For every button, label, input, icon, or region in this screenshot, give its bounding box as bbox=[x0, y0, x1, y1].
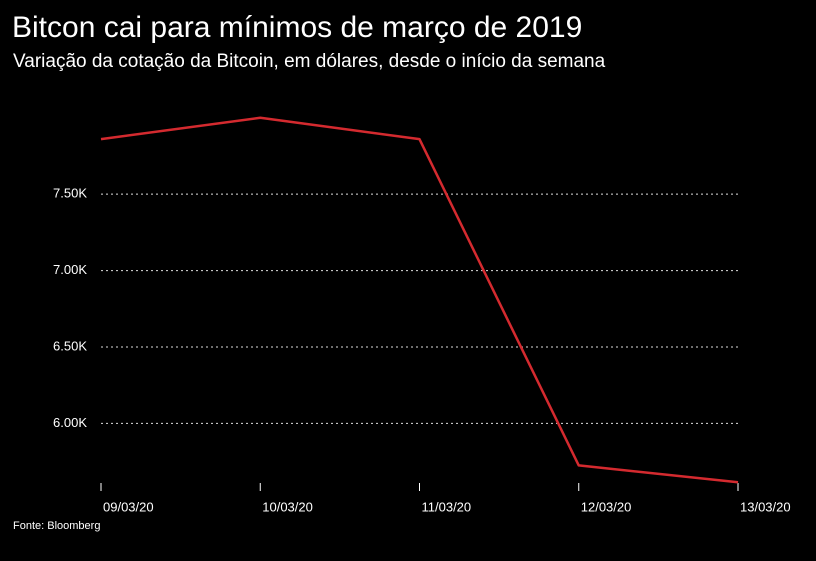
x-tick-label: 12/03/20 bbox=[581, 499, 632, 514]
source: Fonte: Bloomberg bbox=[13, 520, 100, 532]
line bbox=[100, 116, 739, 484]
y-tick-label: 6.50K bbox=[53, 338, 87, 353]
x-tick-label: 09/03/20 bbox=[103, 499, 154, 514]
y-tick-label: 7.50K bbox=[53, 186, 87, 201]
chart-subtitle: Variação da cotação da Bitcoin, em dólar… bbox=[13, 51, 606, 72]
x-tick-label: 13/03/20 bbox=[740, 499, 791, 514]
chart-title: Bitcon cai para mínimos de março de 2019 bbox=[12, 11, 582, 44]
x-tick-label: 11/03/20 bbox=[422, 499, 472, 514]
y-tick-label: 6.00K bbox=[53, 415, 87, 430]
y-tick-label: 7.00K bbox=[53, 262, 87, 277]
x-tick-label: 10/03/20 bbox=[262, 499, 313, 514]
